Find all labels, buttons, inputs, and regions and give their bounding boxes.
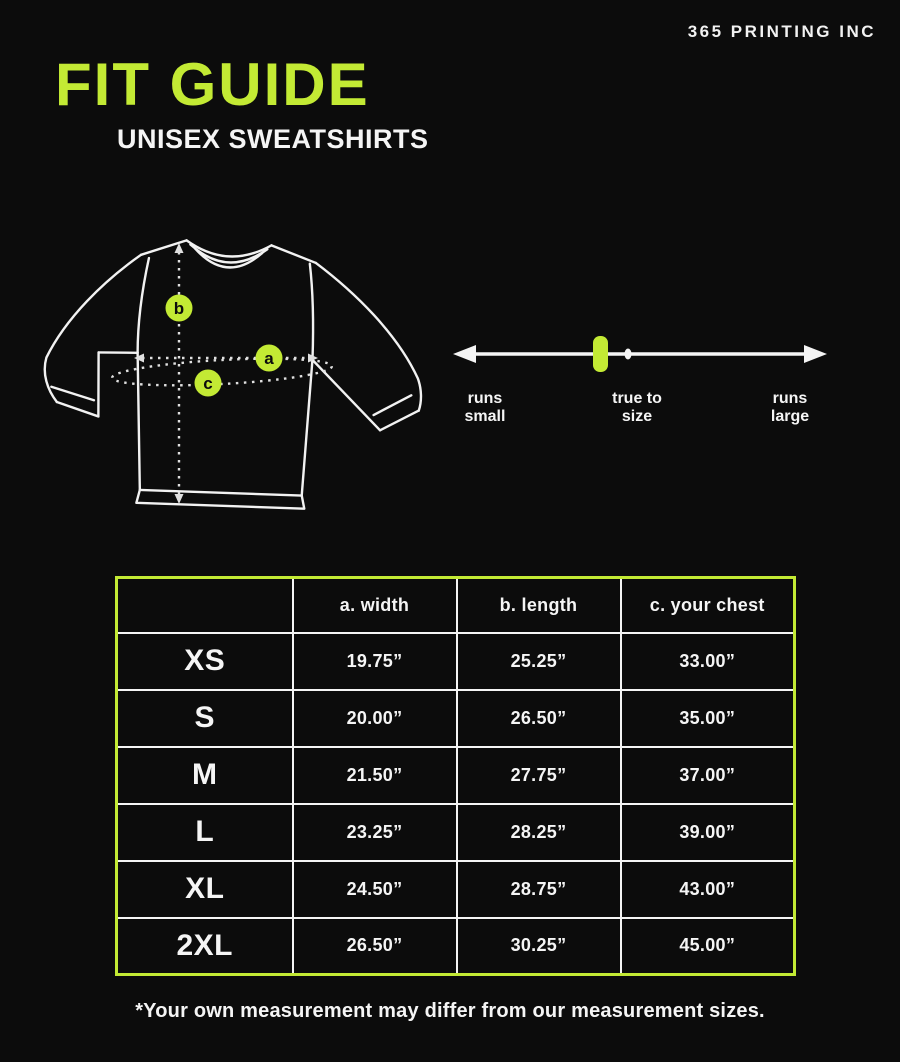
body-left-edge	[136, 351, 142, 492]
right-shoulder-line	[270, 244, 318, 265]
table-row: 2XL 26.50” 30.25” 45.00”	[115, 916, 796, 976]
size-cell: L	[115, 802, 294, 862]
right-sleeve-inner-edge	[311, 358, 382, 432]
scale-midpoint-dot	[624, 348, 632, 360]
sweatshirt-outline	[43, 239, 423, 510]
collar-band-inner-line	[194, 247, 264, 269]
hem-top-line	[138, 488, 303, 497]
left-underarm-line	[97, 351, 139, 354]
width-cell: 23.25”	[291, 802, 458, 862]
width-cell: 26.50”	[291, 916, 458, 976]
body-right-edge	[300, 357, 314, 497]
chest-cell: 35.00”	[619, 688, 796, 748]
length-cell: 28.75”	[455, 859, 622, 919]
marker-b-label: b	[174, 299, 184, 318]
width-cell: 21.50”	[291, 745, 458, 805]
length-cell: 27.75”	[455, 745, 622, 805]
width-cell: 24.50”	[291, 859, 458, 919]
width-arrow-left	[134, 353, 144, 363]
scale-fit-marker	[593, 336, 608, 372]
left-shoulder-line	[139, 239, 188, 257]
runs-small-line2: small	[464, 407, 506, 425]
length-arrow-bottom	[174, 494, 184, 504]
brand-text: 365 PRINTING INC	[687, 22, 876, 41]
table-row: XL 24.50” 28.75” 43.00”	[115, 859, 796, 919]
length-arrow-top	[174, 243, 184, 253]
marker-b-circle	[165, 294, 193, 322]
marker-c-circle	[194, 369, 222, 397]
chest-cell: 45.00”	[619, 916, 796, 976]
true-to-size-line2: size	[621, 407, 653, 425]
size-cell: XS	[115, 631, 294, 691]
length-cell: 30.25”	[455, 916, 622, 976]
marker-a-label: a	[264, 349, 274, 368]
fit-scale	[453, 336, 827, 372]
scale-label-runs-small: runs small	[440, 390, 530, 425]
right-cuff-band-line	[372, 394, 413, 417]
footnote: *Your own measurement may differ from ou…	[135, 1000, 765, 1022]
size-cell: XL	[115, 859, 294, 919]
table-header-row: a. width b. length c. your chest	[115, 576, 796, 634]
marker-a-circle	[255, 344, 283, 372]
chest-cell: 33.00”	[619, 631, 796, 691]
scale-left-arrowhead	[453, 345, 476, 363]
chest-cell: 43.00”	[619, 859, 796, 919]
table-row: M 21.50” 27.75” 37.00”	[115, 745, 796, 805]
right-sleeve-outer-edge	[314, 261, 423, 412]
size-cell: 2XL	[115, 916, 294, 976]
size-table: a. width b. length c. your chest XS 19.7…	[115, 576, 796, 976]
header-chest-cell: c. your chest	[619, 576, 796, 634]
left-shoulder-seam	[136, 256, 151, 354]
left-cuff-band-line	[50, 385, 96, 402]
sweatshirt-diagram: b a c	[43, 239, 423, 510]
marker-c-label: c	[203, 374, 212, 393]
header-size-cell	[115, 576, 294, 634]
left-sleeve-inner-edge	[97, 351, 100, 418]
chest-cell: 37.00”	[619, 745, 796, 805]
chest-measure-ellipse	[110, 357, 334, 387]
page-title: FIT GUIDE	[55, 51, 370, 118]
length-cell: 25.25”	[455, 631, 622, 691]
runs-small-line1: runs	[467, 390, 503, 407]
header-width-cell: a. width	[291, 576, 458, 634]
hem-band-outline	[135, 488, 306, 510]
header-length-cell: b. length	[455, 576, 622, 634]
table-row: L 23.25” 28.25” 39.00”	[115, 802, 796, 862]
size-cell: S	[115, 688, 294, 748]
right-cuff-edge	[378, 409, 420, 432]
scale-label-true-to-size: true to size	[592, 390, 682, 425]
scale-right-arrowhead	[804, 345, 827, 363]
width-cell: 19.75”	[291, 631, 458, 691]
table-row: XS 19.75” 25.25” 33.00”	[115, 631, 796, 691]
runs-large-line2: large	[770, 407, 810, 425]
collar-outline	[185, 239, 273, 258]
size-cell: M	[115, 745, 294, 805]
right-shoulder-seam	[308, 262, 315, 361]
chest-cell: 39.00”	[619, 802, 796, 862]
left-cuff-edge	[55, 400, 100, 418]
runs-large-line1: runs	[772, 390, 808, 407]
length-cell: 26.50”	[455, 688, 622, 748]
scale-label-runs-large: runs large	[745, 390, 835, 425]
table-row: S 20.00” 26.50” 35.00”	[115, 688, 796, 748]
width-cell: 20.00”	[291, 688, 458, 748]
true-to-size-line1: true to	[612, 390, 662, 407]
page-subtitle: UNISEX SWEATSHIRTS	[117, 124, 429, 154]
length-cell: 28.25”	[455, 802, 622, 862]
width-arrow-right	[308, 353, 318, 363]
left-sleeve-outer-edge	[43, 253, 143, 404]
